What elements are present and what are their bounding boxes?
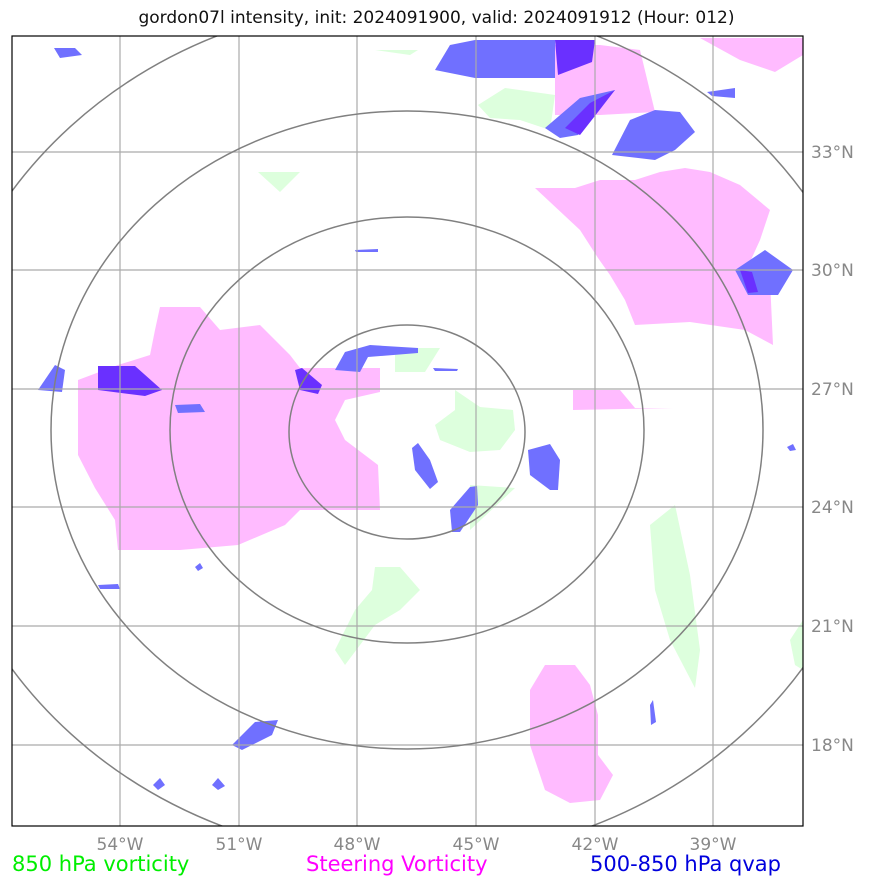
green-patch	[258, 172, 300, 192]
x-tick-label: 45°W	[453, 835, 500, 855]
blue-patch	[435, 40, 555, 78]
blue-patch	[787, 444, 796, 451]
blue-patch	[450, 486, 478, 532]
blue-patch	[98, 584, 120, 589]
magenta-patch	[530, 665, 613, 803]
legend-steering-vorticity: Steering Vorticity	[306, 852, 488, 876]
blue-dark-patch	[565, 90, 615, 135]
x-tick-label: 48°W	[334, 835, 381, 855]
range-ring-1	[288, 324, 526, 540]
blue-dark-patch	[555, 40, 595, 75]
blue-patch	[175, 404, 205, 413]
legend-qvap: 500-850 hPa qvap	[590, 852, 781, 876]
green-patch	[650, 505, 700, 688]
y-tick-label: 18°N	[811, 736, 854, 756]
y-tick-label: 30°N	[811, 261, 854, 281]
x-tick-label: 51°W	[216, 835, 263, 855]
y-tick-labels: 33°N 30°N 27°N 24°N 21°N 18°N	[811, 143, 854, 756]
blue-patch	[528, 444, 560, 490]
blue-patch	[612, 110, 695, 160]
blue-patch	[153, 778, 165, 790]
grid-lines	[12, 36, 803, 826]
x-tick-labels: 54°W 51°W 48°W 45°W 42°W 39°W	[97, 835, 737, 855]
blue-patch	[650, 700, 656, 725]
y-tick-label: 27°N	[811, 380, 854, 400]
blue-patch	[433, 368, 458, 371]
blue-patch	[195, 563, 203, 571]
magenta-patch	[535, 168, 773, 345]
green-patch	[335, 567, 420, 665]
magenta-patch	[573, 390, 673, 410]
blue-patch	[707, 88, 735, 98]
range-ring-3	[50, 110, 764, 750]
x-tick-label: 39°W	[690, 835, 737, 855]
blue-dark-patch	[740, 270, 758, 293]
green-patch	[435, 390, 515, 452]
y-tick-label: 24°N	[811, 498, 854, 518]
blue-patch	[232, 720, 278, 750]
x-tick-label: 42°W	[572, 835, 619, 855]
green-patch	[478, 88, 555, 130]
x-tick-label: 54°W	[97, 835, 144, 855]
green-vorticity-layer	[258, 50, 803, 688]
map-title: gordon07l intensity, init: 2024091900, v…	[138, 8, 735, 28]
range-rings	[12, 36, 803, 826]
blue-patch	[54, 48, 82, 58]
blue-patch	[412, 443, 438, 489]
blue-patch	[38, 365, 65, 392]
green-patch	[375, 50, 418, 55]
magenta-patch	[78, 307, 380, 550]
magenta-patch	[700, 38, 803, 72]
range-ring-2	[169, 216, 645, 644]
blue-patch	[212, 778, 225, 790]
y-tick-label: 33°N	[811, 143, 854, 163]
blue-patch	[335, 345, 418, 372]
y-tick-label: 21°N	[811, 617, 854, 637]
blue-patch	[355, 249, 378, 252]
green-patch	[395, 348, 440, 372]
blue-dark-patch	[295, 368, 322, 394]
green-patch	[790, 620, 803, 670]
legend-850hpa-vorticity: 850 hPa vorticity	[12, 852, 190, 876]
steering-vorticity-layer	[78, 38, 803, 803]
map-frame	[11, 35, 804, 827]
